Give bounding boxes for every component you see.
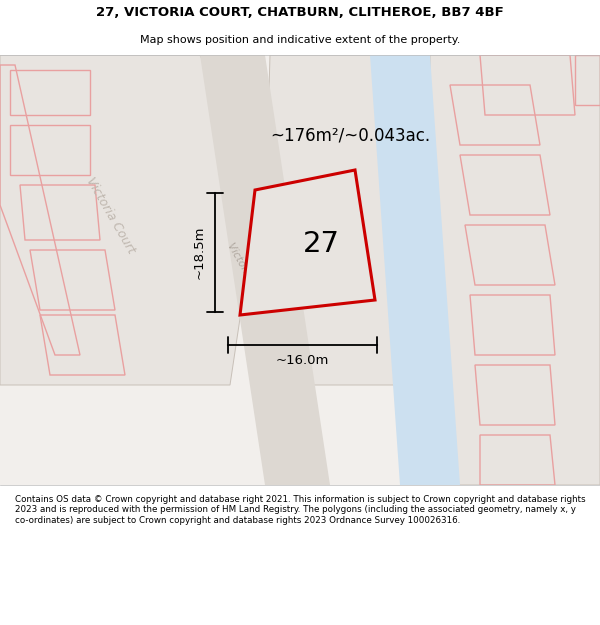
Text: Map shows position and indicative extent of the property.: Map shows position and indicative extent…: [140, 34, 460, 44]
Text: ~18.5m: ~18.5m: [193, 226, 205, 279]
Polygon shape: [265, 55, 430, 385]
Polygon shape: [0, 55, 260, 385]
Polygon shape: [200, 55, 330, 485]
Text: Victoria Court: Victoria Court: [83, 174, 137, 256]
Polygon shape: [240, 170, 375, 315]
Text: ~16.0m: ~16.0m: [276, 354, 329, 367]
Polygon shape: [370, 55, 460, 485]
Text: ~176m²/~0.043ac.: ~176m²/~0.043ac.: [270, 126, 430, 144]
Text: 27: 27: [303, 230, 340, 258]
Text: 27, VICTORIA COURT, CHATBURN, CLITHEROE, BB7 4BF: 27, VICTORIA COURT, CHATBURN, CLITHEROE,…: [96, 6, 504, 19]
Polygon shape: [400, 55, 600, 485]
Text: Victoria Court: Victoria Court: [226, 241, 270, 309]
Text: Contains OS data © Crown copyright and database right 2021. This information is : Contains OS data © Crown copyright and d…: [15, 495, 586, 524]
Polygon shape: [0, 55, 600, 485]
